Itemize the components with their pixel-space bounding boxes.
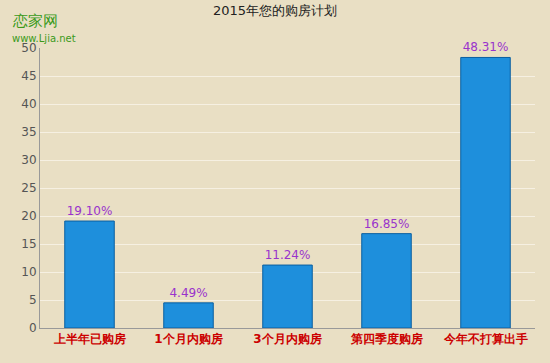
svg-text:16.85%: 16.85% <box>364 217 410 231</box>
svg-text:今年不打算出手: 今年不打算出手 <box>443 332 528 346</box>
svg-text:10: 10 <box>21 265 36 279</box>
svg-text:25: 25 <box>21 181 36 195</box>
svg-text:上半年已购房: 上半年已购房 <box>53 332 126 346</box>
svg-text:第四季度购房: 第四季度购房 <box>350 332 423 346</box>
svg-text:45: 45 <box>21 69 36 83</box>
svg-text:19.10%: 19.10% <box>67 204 113 218</box>
svg-text:50: 50 <box>21 41 36 55</box>
svg-text:0: 0 <box>29 321 37 335</box>
svg-text:4.49%: 4.49% <box>169 286 207 300</box>
svg-text:15: 15 <box>21 237 36 251</box>
svg-text:1个月内购房: 1个月内购房 <box>154 332 222 346</box>
svg-text:11.24%: 11.24% <box>265 248 311 262</box>
svg-text:www.Ljia.net: www.Ljia.net <box>12 33 76 44</box>
svg-text:40: 40 <box>21 97 36 111</box>
svg-text:35: 35 <box>21 125 36 139</box>
svg-text:3个月内购房: 3个月内购房 <box>253 332 321 346</box>
svg-text:2015年您的购房计划: 2015年您的购房计划 <box>213 3 337 18</box>
svg-text:5: 5 <box>29 293 37 307</box>
svg-text:20: 20 <box>21 209 36 223</box>
svg-text:30: 30 <box>21 153 36 167</box>
svg-text:48.31%: 48.31% <box>463 40 509 54</box>
svg-text:恋家网: 恋家网 <box>12 12 58 30</box>
